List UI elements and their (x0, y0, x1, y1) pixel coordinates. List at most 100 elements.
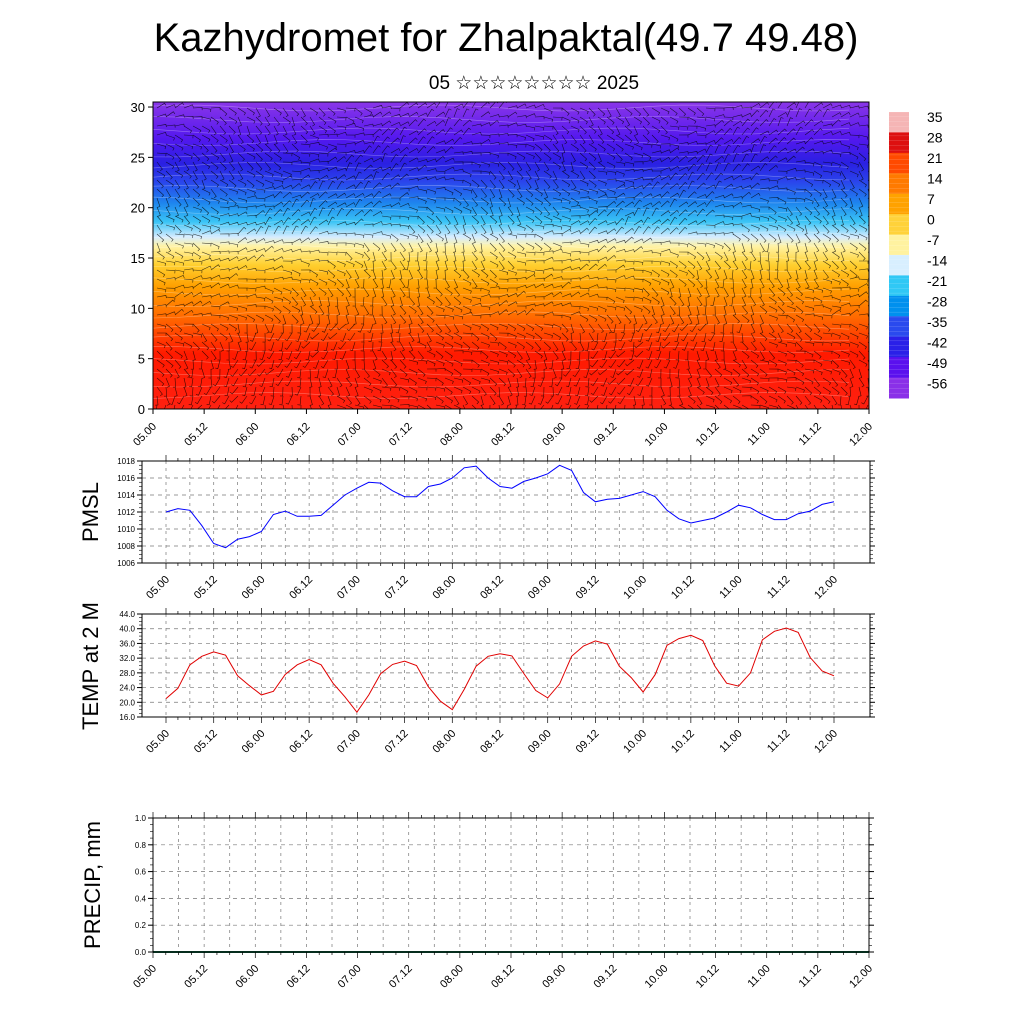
wind-barb (588, 259, 599, 263)
wind-barb (228, 116, 238, 124)
wind-barb (426, 359, 436, 367)
wind-barb (768, 118, 777, 127)
xtick-label: 07.00 (335, 728, 363, 756)
wind-barb (822, 233, 832, 242)
wind-barb (480, 197, 489, 206)
wind-barb (660, 167, 671, 172)
wind-barb (750, 138, 761, 145)
wind-barb (300, 191, 310, 199)
wind-barb (228, 188, 238, 195)
wind-barb (390, 148, 401, 154)
wind-barb (471, 287, 482, 292)
wind-barb (498, 124, 509, 128)
wind-barb (399, 395, 410, 400)
wind-barb (318, 404, 322, 409)
wind-barb (615, 170, 625, 177)
wind-barb (543, 206, 551, 217)
wind-barb (687, 368, 693, 379)
wind-barb (156, 102, 167, 109)
wind-barb (453, 287, 461, 297)
wind-barb (732, 368, 741, 377)
wind-barb (237, 206, 248, 211)
wind-barb (662, 332, 671, 341)
wind-barb (336, 251, 347, 256)
wind-barb (237, 125, 242, 136)
wind-barb (345, 184, 356, 190)
wind-barb (525, 368, 532, 379)
wind-barb (732, 144, 741, 154)
wind-barb (363, 287, 370, 298)
wind-barb (309, 226, 318, 235)
wind-barb (741, 404, 750, 409)
wind-barb (617, 386, 626, 395)
wind-barb (231, 377, 239, 387)
wind-barb (774, 269, 779, 280)
wind-barb (588, 217, 598, 226)
wind-barb (210, 274, 221, 280)
wind-barb (831, 197, 837, 208)
wind-barb (741, 269, 748, 280)
wind-barb (174, 323, 183, 333)
wind-barb (471, 269, 480, 278)
wind-barb (750, 305, 755, 316)
wind-barb (525, 350, 531, 361)
wind-barb (253, 350, 257, 361)
wind-barb (681, 341, 689, 351)
wind-barb (444, 166, 455, 172)
wind-barb (489, 224, 494, 235)
wind-barb (201, 152, 210, 162)
wind-barb (435, 176, 446, 181)
wind-barb (759, 305, 768, 315)
wind-barb (741, 148, 752, 154)
wind-barb (228, 179, 237, 188)
wind-barb (570, 125, 580, 133)
wind-barb (669, 209, 679, 217)
wind-barb (444, 386, 453, 395)
wind-barb (642, 296, 652, 304)
wind-barb (453, 118, 462, 127)
wind-barb (395, 323, 401, 334)
wind-barb (732, 174, 743, 181)
wind-barb (498, 300, 509, 307)
wind-barb (345, 359, 350, 370)
wind-barb (156, 242, 161, 253)
wind-barb (327, 377, 333, 388)
wind-barb (804, 305, 815, 311)
wind-barb (765, 251, 770, 262)
wind-barb (363, 174, 374, 181)
wind-barb (291, 198, 299, 208)
wind-barb (498, 170, 505, 181)
wind-barb (637, 332, 644, 342)
wind-barb (759, 341, 766, 352)
wind-barb (723, 127, 733, 136)
wind-barb (480, 251, 486, 262)
wind-barb (189, 386, 194, 397)
wind-barb (714, 314, 720, 325)
wind-barb (822, 305, 832, 312)
wind-barb (237, 188, 247, 196)
wind-barb (750, 127, 759, 136)
wind-barb (732, 120, 743, 127)
heatmap-ytick-label: 30 (131, 100, 145, 115)
wind-barb (471, 251, 478, 261)
wind-barb (750, 144, 757, 154)
wind-barb (332, 368, 338, 379)
wind-barb (741, 242, 746, 253)
wind-barb (768, 323, 775, 334)
wind-barb (642, 237, 653, 244)
wind-barb (156, 368, 165, 377)
wind-barb (696, 116, 707, 121)
wind-barb (174, 308, 184, 316)
wind-barb (723, 242, 731, 252)
wind-barb (858, 179, 867, 188)
wind-barb (849, 105, 860, 109)
wind-barb (399, 251, 406, 262)
wind-barb (534, 206, 543, 215)
xtick-label: 08.00 (430, 728, 458, 756)
wind-barb (588, 179, 597, 188)
xtick-label: 10.00 (643, 963, 671, 991)
wind-barb (300, 260, 310, 267)
wind-barb (489, 377, 498, 387)
wind-barb (516, 233, 527, 238)
